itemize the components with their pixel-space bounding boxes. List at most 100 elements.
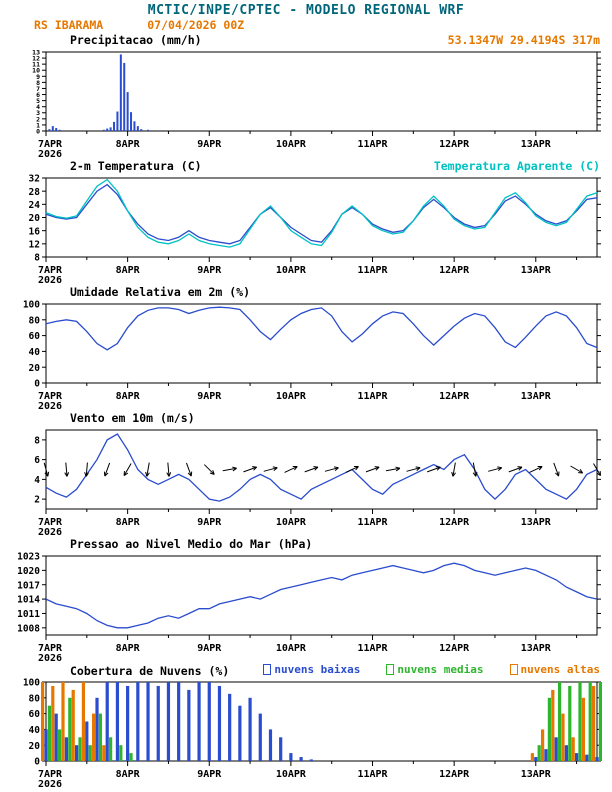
svg-text:8APR: 8APR	[116, 265, 141, 276]
precipitation-title-row: Precipitacao (mm/h) 53.1347W 29.4194S 31…	[0, 33, 612, 47]
mid-clouds-label: nuvens medias	[397, 663, 484, 676]
svg-text:9APR: 9APR	[197, 391, 222, 402]
svg-text:11APR: 11APR	[357, 643, 388, 654]
svg-text:100: 100	[23, 678, 40, 689]
svg-text:10APR: 10APR	[276, 139, 307, 150]
svg-text:2: 2	[36, 115, 40, 123]
temperature-title: 2-m Temperatura (C)	[70, 159, 202, 173]
panel-wind: Vento em 10m (m/s) 2 4 6 8 7APR 2026 8APR 9APR 1…	[0, 411, 612, 537]
clouds-title: Cobertura de Nuvens (%)	[70, 664, 230, 678]
svg-text:60: 60	[29, 331, 41, 342]
svg-text:13APR: 13APR	[521, 517, 552, 528]
svg-text:12: 12	[29, 239, 40, 250]
panel-humidity: Umidade Relativa em 2m (%) 0 20 40 60 80 100 7…	[0, 285, 612, 411]
svg-text:11APR: 11APR	[357, 391, 388, 402]
svg-text:11APR: 11APR	[357, 139, 388, 150]
svg-text:12APR: 12APR	[439, 769, 470, 780]
legend-item-low-clouds: nuvens baixas	[263, 663, 360, 676]
svg-text:10APR: 10APR	[276, 517, 307, 528]
svg-text:2026: 2026	[38, 779, 62, 789]
svg-text:12: 12	[32, 55, 40, 63]
svg-text:5: 5	[36, 97, 40, 105]
svg-text:9APR: 9APR	[197, 769, 222, 780]
svg-text:1023: 1023	[17, 552, 40, 563]
svg-text:13APR: 13APR	[521, 643, 552, 654]
run-label: 07/04/2026 00Z	[147, 18, 245, 32]
svg-text:10APR: 10APR	[276, 265, 307, 276]
svg-text:3: 3	[36, 109, 40, 117]
svg-text:7APR: 7APR	[38, 391, 63, 402]
svg-text:12APR: 12APR	[439, 265, 470, 276]
panel-pressure: Pressao ao Nivel Medio do Mar (hPa) 1008…	[0, 537, 612, 663]
clouds-title-row: Cobertura de Nuvens (%) nuvens baixas nu…	[0, 663, 612, 678]
pressure-title: Pressao ao Nivel Medio do Mar (hPa)	[70, 537, 313, 551]
svg-text:10APR: 10APR	[276, 391, 307, 402]
svg-text:1: 1	[36, 121, 40, 129]
high-clouds-swatch-icon	[509, 664, 518, 675]
svg-text:7APR: 7APR	[38, 517, 63, 528]
legend-item-high-clouds: nuvens altas	[509, 663, 600, 676]
svg-text:10: 10	[32, 67, 40, 75]
svg-text:2026: 2026	[38, 527, 62, 537]
svg-text:2026: 2026	[38, 653, 62, 663]
precipitation-title: Precipitacao (mm/h)	[70, 33, 202, 47]
svg-text:20: 20	[29, 741, 41, 752]
svg-text:60: 60	[29, 709, 41, 720]
svg-text:12APR: 12APR	[439, 643, 470, 654]
svg-text:4: 4	[36, 103, 40, 111]
svg-text:9APR: 9APR	[197, 139, 222, 150]
humidity-title-row: Umidade Relativa em 2m (%)	[0, 285, 612, 299]
svg-text:8APR: 8APR	[116, 643, 141, 654]
panel-precipitation: Precipitacao (mm/h) 53.1347W 29.4194S 31…	[0, 33, 612, 159]
svg-text:1020: 1020	[17, 566, 40, 577]
svg-text:11APR: 11APR	[357, 769, 388, 780]
station-label: RS IBARAMA	[34, 18, 104, 32]
svg-text:11APR: 11APR	[357, 265, 388, 276]
pressure-title-row: Pressao ao Nivel Medio do Mar (hPa)	[0, 537, 612, 551]
svg-text:13APR: 13APR	[521, 265, 552, 276]
mid-clouds-swatch-icon	[386, 664, 395, 675]
svg-text:20: 20	[29, 363, 41, 374]
svg-text:32: 32	[29, 174, 40, 185]
humidity-title: Umidade Relativa em 2m (%)	[70, 285, 251, 299]
svg-text:7: 7	[36, 85, 40, 93]
svg-text:80: 80	[29, 693, 41, 704]
svg-text:12APR: 12APR	[439, 391, 470, 402]
svg-text:2026: 2026	[38, 275, 62, 285]
svg-text:9APR: 9APR	[197, 265, 222, 276]
svg-text:6: 6	[36, 91, 40, 99]
svg-text:10APR: 10APR	[276, 769, 307, 780]
svg-text:11APR: 11APR	[357, 517, 388, 528]
svg-text:9APR: 9APR	[197, 517, 222, 528]
wind-title-row: Vento em 10m (m/s)	[0, 411, 612, 425]
svg-text:11: 11	[32, 61, 40, 69]
svg-text:13APR: 13APR	[521, 139, 552, 150]
svg-text:12APR: 12APR	[439, 139, 470, 150]
svg-text:13APR: 13APR	[521, 391, 552, 402]
svg-text:40: 40	[29, 347, 41, 358]
apparent-temp-label: Temperatura Aparente (C)	[433, 159, 600, 173]
svg-text:0: 0	[36, 127, 40, 135]
svg-text:7APR: 7APR	[38, 643, 63, 654]
svg-text:1017: 1017	[17, 580, 40, 591]
svg-text:0: 0	[34, 757, 40, 768]
legend-item-mid-clouds: nuvens medias	[386, 663, 484, 676]
svg-text:9: 9	[36, 73, 40, 81]
svg-text:20: 20	[29, 213, 41, 224]
page-title: MCTIC/INPE/CPTEC - MODELO REGIONAL WRF	[147, 3, 465, 18]
svg-text:8: 8	[34, 253, 40, 264]
svg-text:13APR: 13APR	[521, 769, 552, 780]
svg-text:0: 0	[34, 379, 40, 390]
svg-text:9APR: 9APR	[197, 643, 222, 654]
svg-text:12APR: 12APR	[439, 517, 470, 528]
svg-text:1011: 1011	[17, 609, 40, 620]
svg-text:7APR: 7APR	[38, 265, 63, 276]
svg-text:2026: 2026	[38, 149, 62, 159]
svg-text:13: 13	[32, 48, 40, 56]
